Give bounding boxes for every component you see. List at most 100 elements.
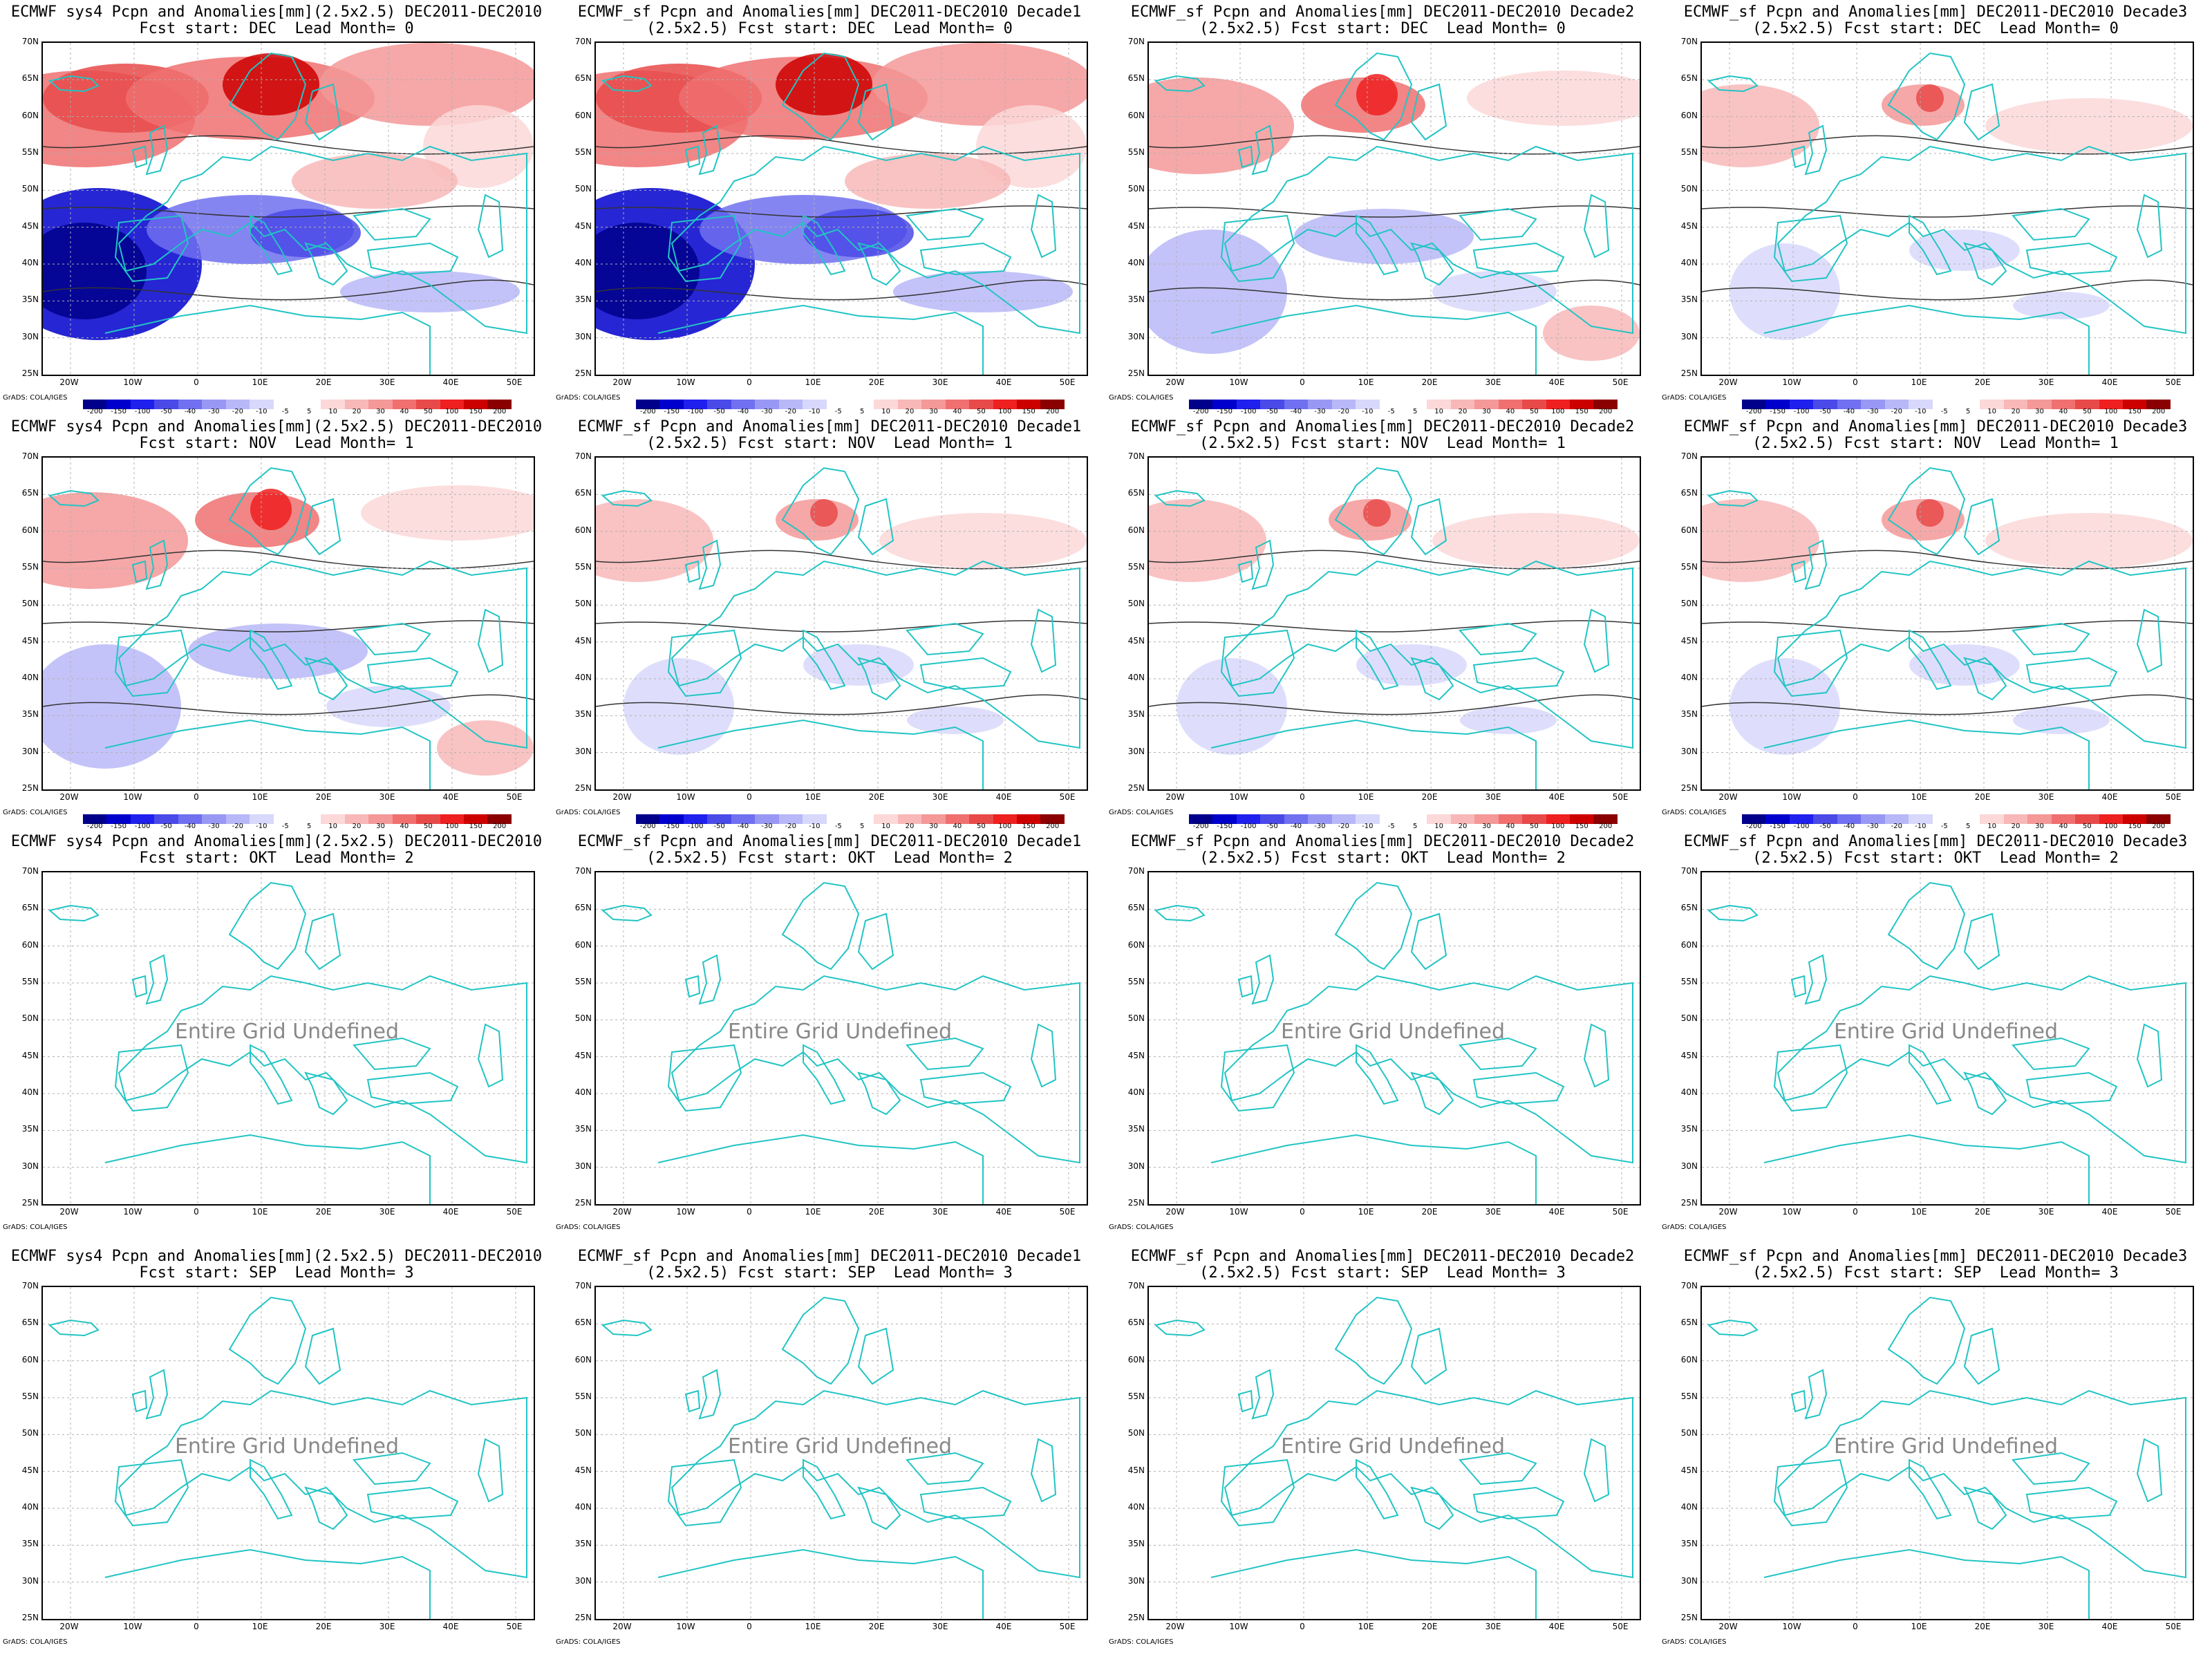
colorbar-cell: [993, 814, 1017, 824]
latitude-label: 40N: [1127, 258, 1145, 268]
longitude-label: 10E: [252, 792, 268, 802]
contour-line: [596, 620, 1087, 632]
coastline: [1410, 1486, 1454, 1530]
coastline: [250, 629, 293, 691]
coastline: [1963, 498, 2000, 556]
colorbar-cell: [707, 400, 731, 409]
panel-title: ECMWF sys4 Pcpn and Anomalies[mm](2.5x2.…: [10, 3, 543, 21]
longitude-label: 50E: [2165, 1622, 2182, 1631]
latitude-label: 50N: [1127, 599, 1145, 609]
colorbar-label: -50: [160, 823, 172, 830]
colorbar-label: -5: [1387, 408, 1395, 415]
coastline: [1804, 539, 1828, 590]
colorbar-cell: [416, 814, 440, 824]
contour-line: [1149, 694, 1640, 715]
coastline: [667, 214, 742, 283]
colorbar-cell: [1212, 400, 1237, 409]
latitude-label: 65N: [1127, 1318, 1145, 1328]
longitude-label: 10E: [805, 792, 821, 802]
colorbar-cell: [1909, 400, 1933, 409]
latitude-label: 45N: [574, 635, 592, 646]
colorbar-label: -10: [256, 823, 268, 830]
longitude-label: 0: [747, 792, 752, 802]
colorbar-label: -40: [1290, 408, 1302, 415]
coastline: [1887, 467, 1966, 556]
coastline: [118, 975, 527, 1164]
latitude-label: 40N: [21, 258, 39, 268]
colorbar-cell: [1427, 814, 1451, 824]
panel-subtitle: Fcst start: DEC Lead Month= 0: [139, 20, 414, 37]
longitude-label: 0: [194, 1622, 199, 1631]
colorbar-cell: [440, 400, 464, 409]
latitude-label: 50N: [574, 599, 592, 609]
latitude-label: 50N: [1680, 1013, 1698, 1024]
coastline: [857, 498, 894, 556]
map-panel: ECMWF sys4 Pcpn and Anomalies[mm](2.5x2.…: [0, 0, 553, 416]
anomaly-area: [1432, 513, 1640, 568]
grads-credit: GrADS: COLA/IGES: [1109, 1224, 1174, 1231]
coastline: [353, 1452, 431, 1485]
latitude-label: 25N: [574, 1613, 592, 1622]
coastline: [1963, 657, 2007, 701]
anomaly-area: [1149, 77, 1294, 174]
coastline: [671, 560, 1080, 749]
colorbar-cell: [1813, 814, 1837, 824]
colorbar-cell: [2075, 814, 2099, 824]
coastline: [114, 1459, 189, 1527]
longitude-label: 40E: [2101, 1207, 2118, 1217]
colorbar-label: 50: [1529, 408, 1539, 415]
anomaly-area: [1356, 74, 1398, 115]
latitude-label: 55N: [1680, 147, 1698, 157]
colorbar-label: -20: [232, 408, 244, 415]
latitude-label: 70N: [1127, 1281, 1145, 1291]
colorbar-cell: [1450, 400, 1475, 409]
longitude-label: 0: [747, 1622, 752, 1631]
coastline: [131, 1389, 148, 1413]
colorbar-label: 5: [1965, 823, 1971, 830]
colorbar-cell: [921, 814, 946, 824]
latitude-label: 45N: [21, 1465, 39, 1475]
colorbar-label: -150: [1217, 408, 1232, 415]
colorbar-label: -30: [208, 408, 220, 415]
contour-line: [43, 694, 534, 715]
coastline: [1237, 1389, 1254, 1413]
colorbar-cell: [1522, 814, 1546, 824]
map-svg: [43, 43, 534, 375]
map-panel: ECMWF sys4 Pcpn and Anomalies[mm](2.5x2.…: [0, 1244, 553, 1659]
coastline: [114, 629, 189, 697]
latitude-label: 55N: [574, 562, 592, 572]
coastline: [919, 657, 1012, 691]
colorbar: [83, 814, 512, 824]
colorbar-cell: [368, 814, 393, 824]
colorbar-label: -150: [1770, 823, 1785, 830]
latitude-label: 40N: [1127, 1502, 1145, 1512]
colorbar-cell: [659, 814, 684, 824]
map-svg: [1702, 872, 2193, 1204]
coastline: [601, 1319, 653, 1337]
latitude-label: 60N: [1127, 939, 1145, 950]
coastline: [1790, 145, 1807, 169]
longitude-label: 40E: [995, 792, 1012, 802]
colorbar-label: 10: [1987, 408, 1996, 415]
longitude-label: 10E: [1911, 1207, 1927, 1217]
undefined-grid-label: Entire Grid Undefined: [727, 1434, 953, 1459]
colorbar-label: -100: [687, 408, 704, 415]
latitude-label: 55N: [1127, 147, 1145, 157]
colorbar-cell: [1017, 814, 1041, 824]
coastline: [1887, 1296, 1966, 1385]
latitude-label: 30N: [21, 331, 39, 341]
colorbar-cell: [2075, 400, 2099, 409]
longitude-label: 30E: [932, 1622, 948, 1631]
contour-line: [1149, 135, 1640, 155]
colorbar-cell: [826, 814, 850, 824]
panel-title: ECMWF_sf Pcpn and Anomalies[mm] DEC2011-…: [1130, 1248, 1635, 1265]
latitude-label: 55N: [21, 147, 39, 157]
colorbar-labels: -200 -150 -100 -50 -40 -30 -20 -10 -5 5 10 20 30 40 50…: [83, 408, 512, 416]
colorbar-labels: -200 -150 -100 -50 -40 -30 -20 -10 -5 5 10 20 30 40 50…: [636, 408, 1065, 416]
coastline: [2136, 194, 2163, 259]
coastline: [1707, 489, 1759, 507]
coastline: [2025, 657, 2118, 691]
colorbar-cell: [1980, 400, 2004, 409]
coastline: [304, 83, 341, 141]
coastline: [657, 1134, 984, 1204]
